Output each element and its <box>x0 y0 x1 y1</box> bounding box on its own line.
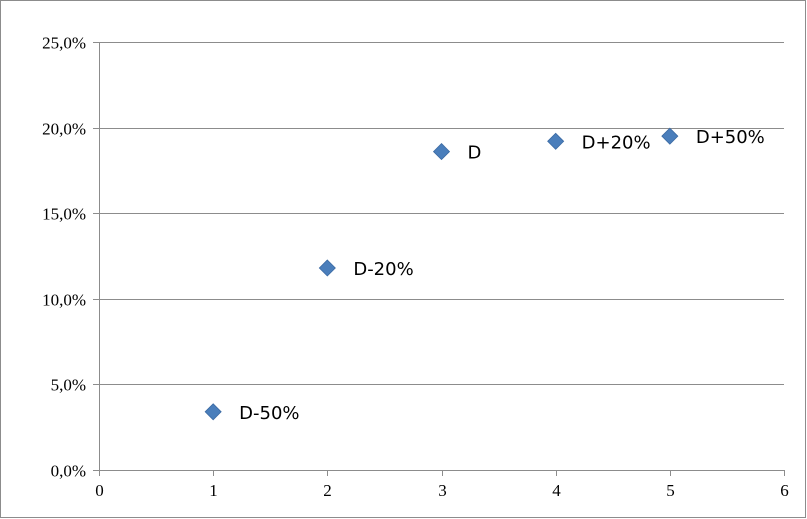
y-tick-label: 20,0% <box>42 120 86 139</box>
data-label: D-20% <box>353 259 413 280</box>
data-points <box>204 127 679 421</box>
x-tick-label: 0 <box>95 481 104 500</box>
data-label: D+20% <box>582 132 651 153</box>
data-label: D <box>468 143 482 164</box>
data-label: D-50% <box>239 403 299 424</box>
grid-layer <box>93 42 784 385</box>
data-point <box>204 403 222 421</box>
x-tick-label: 2 <box>323 481 332 500</box>
axis-layer <box>93 42 785 476</box>
data-point <box>432 143 451 161</box>
y-tick-label: 5,0% <box>51 376 86 395</box>
y-tick-label: 0,0% <box>51 462 86 481</box>
data-labels: D-50% D-20% D D+20% D+50% <box>239 127 765 424</box>
data-point <box>318 259 336 277</box>
x-tick-label: 3 <box>438 481 447 500</box>
x-tick-label: 6 <box>780 481 789 500</box>
y-tick-label: 25,0% <box>42 34 86 53</box>
data-point <box>661 127 679 145</box>
x-tick-label: 5 <box>666 481 675 500</box>
y-tick-label: 15,0% <box>42 205 86 224</box>
data-label: D+50% <box>696 127 765 148</box>
x-tick-label: 4 <box>552 481 561 500</box>
tick-labels: 0,0% 5,0% 10,0% 15,0% 20,0% 25,0% 0 1 2 3 4 5 6 <box>42 34 789 501</box>
data-point <box>547 132 565 150</box>
x-tick-label: 1 <box>209 481 218 500</box>
y-tick-label: 10,0% <box>42 291 86 310</box>
